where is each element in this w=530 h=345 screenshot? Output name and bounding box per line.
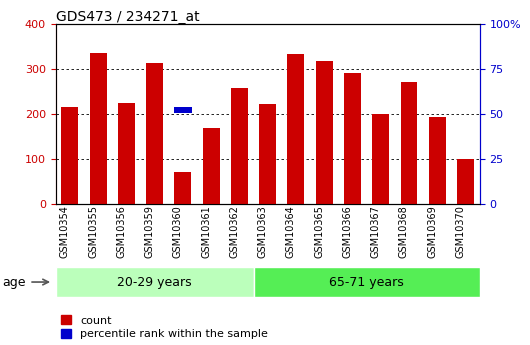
Text: age: age — [3, 276, 26, 288]
Text: GSM10365: GSM10365 — [314, 206, 324, 258]
Bar — [118, 103, 135, 204]
Text: GSM10361: GSM10361 — [201, 206, 211, 258]
Bar — [146, 63, 163, 204]
Legend: count, percentile rank within the sample: count, percentile rank within the sample — [61, 315, 268, 339]
Text: GSM10359: GSM10359 — [145, 206, 155, 258]
Bar — [174, 107, 192, 114]
Text: 65-71 years: 65-71 years — [329, 276, 404, 288]
Bar — [401, 81, 418, 204]
Bar — [287, 54, 304, 204]
Text: GSM10370: GSM10370 — [455, 206, 465, 258]
Text: GSM10367: GSM10367 — [370, 206, 381, 258]
Text: GSM10356: GSM10356 — [116, 206, 126, 258]
Bar — [253, 267, 480, 297]
Text: GSM10368: GSM10368 — [399, 206, 409, 258]
Bar — [372, 114, 389, 204]
Text: GDS473 / 234271_at: GDS473 / 234271_at — [56, 10, 199, 24]
Bar — [259, 104, 276, 204]
Bar — [457, 7, 474, 13]
Text: GSM10363: GSM10363 — [258, 206, 268, 258]
Text: 20-29 years: 20-29 years — [117, 276, 192, 288]
Text: GSM10364: GSM10364 — [286, 206, 296, 258]
Text: GSM10366: GSM10366 — [342, 206, 352, 258]
Bar — [429, 117, 446, 204]
Bar — [174, 172, 191, 204]
Text: GSM10354: GSM10354 — [60, 206, 70, 258]
Text: GSM10355: GSM10355 — [88, 206, 98, 258]
Bar — [316, 61, 333, 204]
Bar — [202, 128, 219, 204]
Bar — [344, 72, 361, 204]
Bar — [90, 53, 107, 204]
Bar — [457, 159, 474, 204]
Text: GSM10369: GSM10369 — [427, 206, 437, 258]
Bar — [231, 88, 248, 204]
Text: GSM10362: GSM10362 — [229, 206, 240, 258]
Bar — [56, 267, 253, 297]
Text: GSM10360: GSM10360 — [173, 206, 183, 258]
Bar — [61, 107, 78, 204]
